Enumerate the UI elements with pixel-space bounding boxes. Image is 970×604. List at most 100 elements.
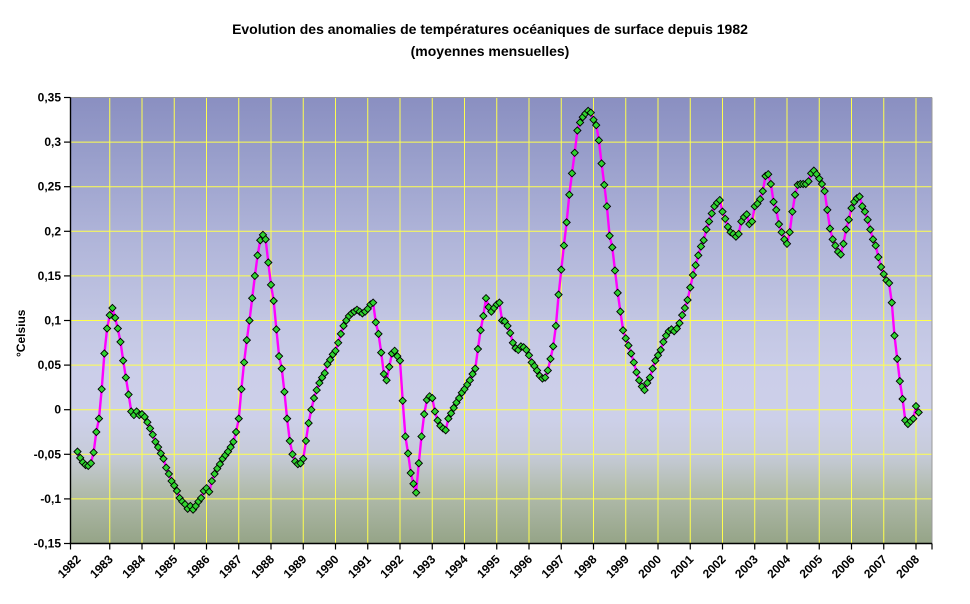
data-point-marker bbox=[688, 270, 698, 280]
data-point-marker bbox=[772, 205, 781, 215]
data-point-marker bbox=[234, 414, 243, 423]
data-point-marker bbox=[159, 454, 168, 463]
svg-text:-0,1: -0,1 bbox=[40, 492, 61, 506]
data-point-marker bbox=[707, 209, 716, 218]
data-point-marker bbox=[309, 393, 319, 403]
data-point-marker bbox=[632, 367, 641, 377]
svg-text:1993: 1993 bbox=[410, 552, 439, 581]
data-point-marker bbox=[110, 313, 120, 323]
data-point-marker bbox=[465, 376, 475, 385]
data-point-marker bbox=[503, 321, 512, 331]
data-point-marker bbox=[702, 225, 711, 234]
data-point-marker bbox=[659, 337, 668, 347]
data-point-marker bbox=[449, 403, 458, 413]
data-point-marker bbox=[551, 321, 561, 331]
data-point-marker bbox=[417, 432, 426, 441]
data-point-marker bbox=[860, 207, 870, 216]
data-point-marker bbox=[557, 265, 566, 274]
data-point-marker bbox=[148, 430, 157, 439]
data-point-marker bbox=[742, 210, 751, 219]
data-point-marker bbox=[884, 278, 894, 288]
data-point-marker bbox=[385, 362, 394, 372]
data-point-marker bbox=[325, 355, 335, 364]
data-point-marker bbox=[92, 427, 101, 437]
svg-text:1997: 1997 bbox=[539, 552, 568, 581]
data-point-marker bbox=[653, 351, 663, 360]
data-point-marker bbox=[204, 487, 214, 497]
data-point-marker bbox=[411, 488, 421, 497]
svg-text:1996: 1996 bbox=[506, 552, 535, 581]
data-point-marker bbox=[621, 334, 630, 343]
data-point-marker bbox=[847, 203, 856, 213]
data-point-marker bbox=[747, 217, 757, 226]
data-point-marker bbox=[274, 351, 284, 361]
data-point-marker bbox=[524, 351, 534, 360]
data-point-marker bbox=[591, 120, 601, 130]
data-point-marker bbox=[272, 325, 281, 334]
data-point-marker bbox=[430, 407, 440, 416]
data-point-marker bbox=[844, 215, 854, 224]
data-point-marker bbox=[374, 329, 383, 339]
data-point-marker bbox=[586, 108, 596, 117]
data-point-marker bbox=[253, 251, 262, 260]
data-point-marker bbox=[788, 207, 797, 216]
data-point-marker bbox=[723, 222, 733, 232]
data-point-marker bbox=[481, 293, 491, 303]
data-point-marker bbox=[161, 463, 171, 472]
data-point-marker bbox=[86, 458, 96, 468]
svg-text:2003: 2003 bbox=[732, 552, 761, 581]
data-point-marker bbox=[559, 241, 569, 250]
data-point-marker bbox=[301, 436, 311, 446]
data-point-marker bbox=[892, 354, 902, 364]
data-point-marker bbox=[774, 219, 784, 229]
svg-text:1987: 1987 bbox=[216, 552, 245, 581]
data-point-marker bbox=[610, 266, 620, 275]
data-point-marker bbox=[153, 442, 163, 452]
data-point-marker bbox=[600, 180, 609, 190]
data-point-marker bbox=[331, 346, 340, 356]
data-point-marker bbox=[210, 469, 219, 479]
data-point-marker bbox=[376, 348, 386, 357]
gridlines bbox=[70, 97, 932, 544]
data-point-marker bbox=[565, 190, 574, 199]
data-point-marker bbox=[151, 437, 160, 447]
data-point-marker bbox=[755, 194, 765, 204]
data-point-marker bbox=[333, 338, 343, 348]
data-point-marker bbox=[409, 479, 418, 488]
svg-text:1989: 1989 bbox=[281, 552, 310, 581]
data-point-marker bbox=[694, 251, 703, 260]
data-point-marker bbox=[914, 408, 923, 417]
data-point-marker bbox=[763, 169, 773, 179]
chart-title: Evolution des anomalies de températures … bbox=[232, 21, 748, 37]
data-point-marker bbox=[196, 493, 206, 503]
data-point-marker bbox=[395, 356, 405, 365]
data-point-marker bbox=[548, 342, 558, 351]
data-point-marker bbox=[143, 417, 152, 427]
data-point-marker bbox=[828, 235, 837, 244]
data-point-marker bbox=[446, 409, 456, 418]
data-point-marker bbox=[634, 376, 644, 385]
data-point-marker bbox=[288, 450, 297, 459]
data-point-marker bbox=[403, 449, 413, 458]
data-point-marker bbox=[433, 416, 442, 425]
data-point-marker bbox=[479, 311, 488, 321]
data-point-marker bbox=[505, 328, 515, 338]
data-point-marker bbox=[911, 401, 921, 411]
data-point-marker bbox=[758, 186, 768, 196]
data-point-marker bbox=[874, 252, 883, 262]
data-point-marker bbox=[406, 468, 415, 478]
data-point-marker bbox=[156, 449, 166, 458]
data-point-marker bbox=[766, 179, 776, 189]
data-point-marker bbox=[116, 337, 125, 347]
data-point-marker bbox=[858, 202, 867, 211]
data-point-marker bbox=[643, 378, 652, 388]
data-point-marker bbox=[785, 227, 794, 237]
data-point-marker bbox=[820, 186, 829, 196]
svg-text:2000: 2000 bbox=[635, 552, 664, 581]
svg-text:1992: 1992 bbox=[377, 552, 406, 581]
data-point-marker bbox=[170, 481, 179, 490]
data-point-marker bbox=[476, 326, 485, 335]
data-point-marker bbox=[320, 368, 329, 378]
